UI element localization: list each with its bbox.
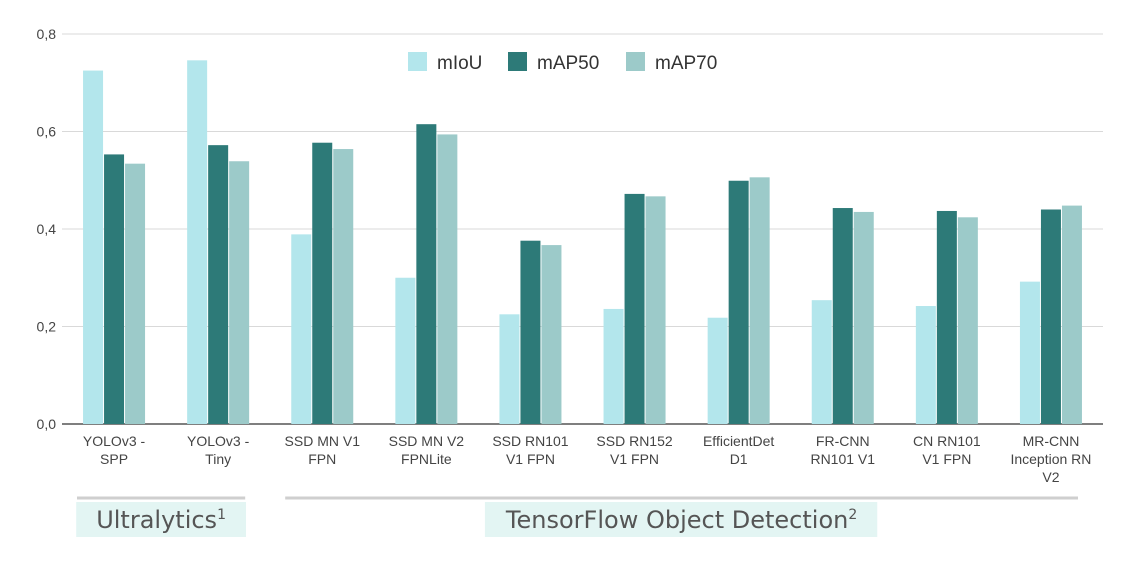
bar-miou	[291, 234, 312, 424]
bar-map50	[624, 193, 645, 424]
group-label-text: TensorFlow Object Detection	[505, 506, 848, 534]
bar-map50	[936, 210, 957, 424]
bar-miou	[499, 314, 520, 424]
x-category-label: SSD MN V1 FPN	[285, 433, 361, 467]
bar-miou	[707, 317, 728, 424]
bar-map70	[229, 161, 250, 425]
x-category-label-line: Inception RN	[1010, 451, 1091, 467]
bar-map70	[125, 163, 146, 425]
x-category-label-line: V1 FPN	[610, 451, 659, 467]
bar-miou	[603, 308, 624, 424]
bar-map50	[520, 240, 541, 424]
x-category-label: CN RN101 V1 FPN	[913, 433, 981, 467]
legend: mIoU mAP50 mAP70	[408, 52, 717, 74]
bar-map50	[312, 142, 333, 424]
group-label-background	[484, 502, 878, 537]
y-tick-label: 0,2	[37, 319, 57, 335]
x-category-label-line: SSD RN101	[492, 433, 568, 449]
x-category-label-line: MR-CNN	[1023, 433, 1080, 449]
y-tick-label: 0,6	[37, 124, 57, 140]
y-axis: 0,0 0,2 0,4 0,6 0,8	[37, 26, 57, 432]
x-category-label-line: EfficientDet	[703, 433, 774, 449]
x-category-label-line: V2	[1042, 469, 1059, 485]
x-category-label-line: Tiny	[205, 451, 231, 467]
x-category-label-line: YOLOv3 -	[187, 433, 250, 449]
group-label-text: Ultralytics	[96, 506, 217, 534]
bar-map70	[645, 196, 666, 424]
bar-miou	[187, 60, 208, 424]
legend-label: mAP50	[537, 53, 599, 74]
legend-swatch	[626, 52, 645, 71]
x-category-label: FR-CNN RN101 V1	[810, 433, 875, 467]
x-category-label: SSD RN101 V1 FPN	[492, 433, 568, 467]
bar-miou	[915, 306, 936, 424]
x-category-label-line: SSD RN152	[596, 433, 672, 449]
y-tick-label: 0,0	[37, 416, 57, 432]
x-category-label: YOLOv3 - SPP	[83, 433, 146, 467]
bar-map70	[1061, 205, 1082, 424]
bar-map70	[853, 211, 874, 424]
x-category-label-line: RN101 V1	[810, 451, 875, 467]
group-label-background	[76, 502, 246, 537]
bar-miou	[1019, 281, 1040, 424]
x-category-label: EfficientDet D1	[703, 433, 774, 467]
x-category-label-line: D1	[730, 451, 748, 467]
x-category-label-line: SPP	[100, 451, 128, 467]
x-category-label: SSD RN152 V1 FPN	[596, 433, 672, 467]
legend-swatch	[408, 52, 427, 71]
bar-map50	[832, 208, 853, 424]
group-labels: Ultralytics1 TensorFlow Object Detection2	[76, 496, 1078, 537]
x-category-label-line: FPNLite	[401, 451, 452, 467]
x-category-label-line: YOLOv3 -	[83, 433, 146, 449]
y-tick-label: 0,8	[37, 26, 57, 42]
x-category-label: MR-CNN Inception RN V2	[1010, 433, 1091, 485]
legend-label: mAP70	[655, 53, 717, 74]
bar-map50	[728, 180, 749, 424]
bar-miou	[811, 300, 832, 424]
x-category-label: YOLOv3 - Tiny	[187, 433, 250, 467]
legend-label: mIoU	[437, 53, 482, 74]
x-category-label-line: FPN	[308, 451, 336, 467]
bar-map70	[957, 217, 978, 424]
x-category-label-line: CN RN101	[913, 433, 981, 449]
group-label: Ultralytics1	[96, 506, 226, 534]
bar-map70	[333, 149, 354, 425]
group-label-superscript: 1	[217, 507, 226, 523]
x-category-label-line: SSD MN V1	[285, 433, 361, 449]
bar-map50	[104, 154, 125, 424]
bar-map70	[749, 177, 770, 424]
bar-map50	[208, 145, 229, 424]
x-category-label-line: V1 FPN	[922, 451, 971, 467]
y-tick-label: 0,4	[37, 221, 57, 237]
x-category-label: SSD MN V2 FPNLite	[389, 433, 465, 467]
bar-miou	[395, 277, 416, 424]
bar-map70	[437, 134, 458, 425]
x-category-label-line: V1 FPN	[506, 451, 555, 467]
legend-swatch	[508, 52, 527, 71]
bars	[83, 60, 1082, 425]
x-category-label-line: FR-CNN	[816, 433, 870, 449]
bar-map50	[416, 124, 437, 424]
bar-miou	[83, 70, 104, 424]
x-category-label-line: SSD MN V2	[389, 433, 465, 449]
group-label: TensorFlow Object Detection2	[505, 506, 857, 534]
bar-map50	[1040, 209, 1061, 424]
group-label-superscript: 2	[848, 507, 857, 523]
bar-map70	[541, 245, 562, 424]
